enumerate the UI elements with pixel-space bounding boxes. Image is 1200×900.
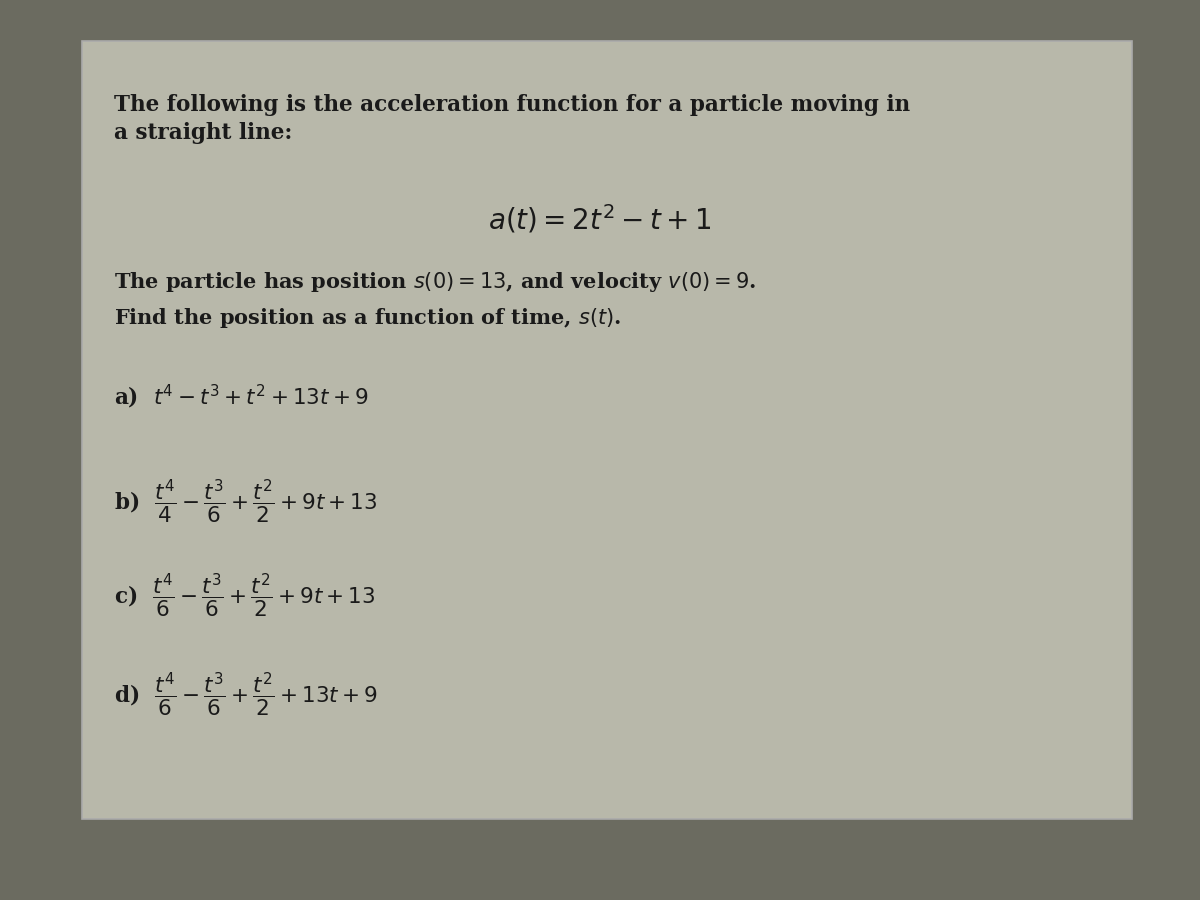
Text: Find the position as a function of time, $s(t)$.: Find the position as a function of time,… <box>114 306 622 330</box>
Text: a)  $t^4 - t^3 + t^2 + 13t + 9$: a) $t^4 - t^3 + t^2 + 13t + 9$ <box>114 382 368 410</box>
Text: $a(t) = 2t^2 - t + 1$: $a(t) = 2t^2 - t + 1$ <box>488 202 712 236</box>
Text: The following is the acceleration function for a particle moving in: The following is the acceleration functi… <box>114 94 910 116</box>
Text: The particle has position $s(0) = 13$, and velocity $v(0) = 9$.: The particle has position $s(0) = 13$, a… <box>114 270 756 294</box>
Text: a straight line:: a straight line: <box>114 122 293 143</box>
Text: b)  $\dfrac{t^4}{4} - \dfrac{t^3}{6} + \dfrac{t^2}{2} + 9t + 13$: b) $\dfrac{t^4}{4} - \dfrac{t^3}{6} + \d… <box>114 477 378 525</box>
Text: c)  $\dfrac{t^4}{6} - \dfrac{t^3}{6} + \dfrac{t^2}{2} + 9t + 13$: c) $\dfrac{t^4}{6} - \dfrac{t^3}{6} + \d… <box>114 572 376 619</box>
Text: d)  $\dfrac{t^4}{6} - \dfrac{t^3}{6} + \dfrac{t^2}{2} + 13t + 9$: d) $\dfrac{t^4}{6} - \dfrac{t^3}{6} + \d… <box>114 670 378 718</box>
